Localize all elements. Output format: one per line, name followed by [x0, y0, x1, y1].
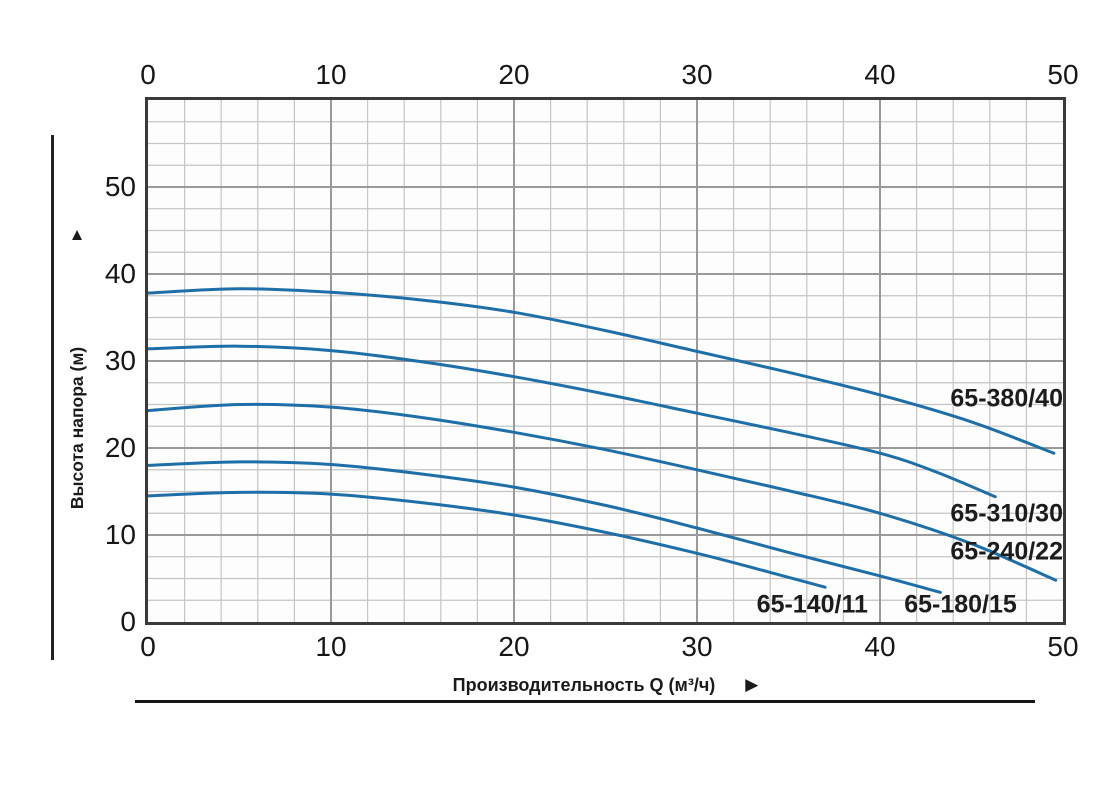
x-axis-ticks-top: 0 10 20 30 40 50: [140, 58, 1078, 92]
curve-label-65-310/30: 65-310/30: [950, 499, 1063, 528]
y-tick-label: 30: [104, 345, 136, 376]
x-axis-ticks-bottom: 0 10 20 30 40 50: [140, 630, 1078, 664]
x-tick-label-top: 10: [315, 59, 347, 90]
x-axis-title-row: Производительность Q (м³/ч) ▶: [148, 671, 1063, 699]
y-tick-label: 20: [104, 432, 136, 463]
pump-curve-65-140/11: [148, 490, 827, 589]
y-tick-label: 50: [104, 171, 136, 202]
y-axis-line: [51, 135, 54, 660]
x-tick-label-bottom: 0: [140, 631, 156, 662]
pump-curve-65-310/30: [148, 344, 997, 499]
y-axis-ticks: 0 10 20 30 40 50: [84, 100, 140, 637]
plot-area: 65-380/40 65-310/30 65-240/22 65-180/15 65-1…: [145, 97, 1066, 625]
x-axis-line: [135, 700, 1035, 703]
pump-curve-65-180/15: [148, 460, 942, 594]
x-tick-label-bottom: 20: [498, 631, 530, 662]
x-tick-label-top: 0: [140, 59, 156, 90]
x-tick-label-bottom: 40: [864, 631, 896, 662]
curve-label-65-180/15: 65-180/15: [904, 590, 1017, 619]
chart-canvas: [148, 100, 1063, 622]
x-tick-label-top: 30: [681, 59, 713, 90]
pump-curve-65-240/22: [148, 402, 1058, 582]
x-tick-label-top: 20: [498, 59, 530, 90]
x-tick-label-bottom: 30: [681, 631, 713, 662]
y-tick-label: 40: [104, 258, 136, 289]
x-tick-label-bottom: 50: [1047, 631, 1079, 662]
right-arrow-icon: ▶: [745, 675, 759, 694]
x-tick-label-top: 40: [864, 59, 896, 90]
y-tick-label: 0: [120, 606, 136, 637]
curve-label-65-380/40: 65-380/40: [950, 384, 1063, 413]
y-tick-label: 10: [104, 519, 136, 550]
x-axis-title: Производительность Q (м³/ч): [452, 674, 716, 695]
up-arrow-icon: ▲: [68, 225, 86, 244]
pump-curve-65-380/40: [148, 287, 1056, 455]
curve-label-65-240/22: 65-240/22: [950, 537, 1063, 566]
x-tick-label-bottom: 10: [315, 631, 347, 662]
curve-label-65-140/11: 65-140/11: [756, 590, 868, 619]
x-tick-label-top: 50: [1047, 59, 1079, 90]
